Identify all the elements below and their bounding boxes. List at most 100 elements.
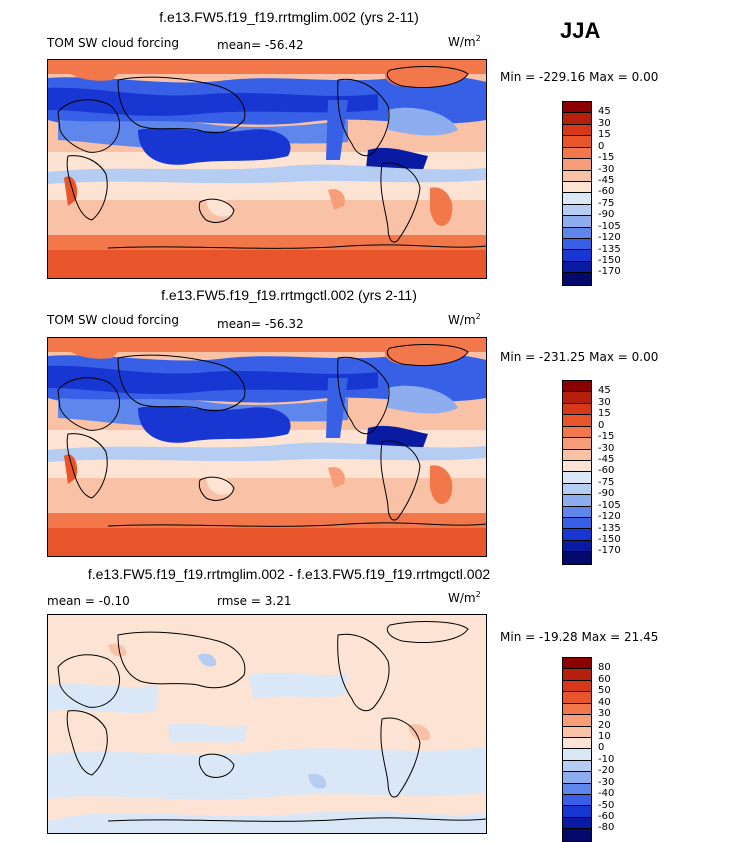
panel2-map-svg (48, 338, 486, 556)
panel3-rmse-value: 3.21 (264, 594, 292, 608)
colorbar-box (563, 403, 591, 416)
panel2-units: W/m2 (448, 312, 481, 327)
colorbar-box (563, 392, 591, 404)
colorbar-box (563, 124, 591, 137)
colorbar-level-label: -20 (598, 765, 615, 777)
panel3-units-text: W/m (448, 591, 476, 605)
colorbar-level-label: -105 (598, 499, 621, 511)
colorbar-box (563, 760, 591, 773)
panel2-units-text: W/m (448, 313, 476, 327)
colorbar-box (563, 102, 591, 114)
colorbar-level-label: -30 (598, 442, 615, 454)
colorbar-level-label: 15 (598, 129, 611, 141)
colorbar-box (563, 449, 591, 461)
panel2-title: f.e13.FW5.f19_f19.rrtmgctl.002 (yrs 2-11… (161, 287, 417, 303)
panel3-mean-value: -0.10 (98, 594, 130, 608)
colorbar-box (563, 749, 591, 761)
panel1-units-text: W/m (448, 35, 476, 49)
panel3-map (47, 614, 487, 834)
colorbar-level-label: -170 (598, 545, 621, 557)
panel3-max-value: 21.45 (624, 630, 659, 644)
panel3-title: f.e13.FW5.f19_f19.rrtmglim.002 - f.e13.F… (87, 566, 491, 582)
colorbar-level-label: 45 (598, 106, 611, 118)
colorbar-box (563, 703, 591, 716)
colorbar-box (563, 552, 591, 564)
colorbar-box (563, 806, 591, 818)
colorbar-box (563, 426, 591, 439)
panel1-map-svg (48, 60, 486, 278)
colorbar-level-label: -90 (598, 488, 615, 500)
colorbar-level-label: -15 (598, 152, 615, 164)
panel1-title: f.e13.FW5.f19_f19.rrtmglim.002 (yrs 2-11… (159, 9, 419, 25)
colorbar-box (563, 147, 591, 160)
colorbar-level-label: -75 (598, 476, 615, 488)
colorbar-level-label: -135 (598, 243, 621, 255)
colorbar-box (563, 273, 591, 285)
colorbar-level-label: -75 (598, 197, 615, 209)
colorbar-box (563, 483, 591, 496)
panel1-field: TOM SW cloud forcing (47, 36, 179, 50)
panel2-units-exp: 2 (475, 312, 481, 321)
panel1-minmax: Min = -229.16 Max = 0.00 (500, 70, 658, 84)
colorbar-box (563, 829, 591, 841)
panel1-min-value: -229.16 (539, 70, 586, 84)
panel2-max-value: 0.00 (631, 350, 659, 364)
colorbar-box (563, 795, 591, 807)
colorbar-box (563, 669, 591, 681)
colorbar-box (563, 227, 591, 240)
colorbar-box (563, 216, 591, 228)
panel3-mean: mean = -0.10 (47, 594, 130, 608)
colorbar-box (563, 540, 591, 553)
colorbar-level-label: -60 (598, 186, 615, 198)
colorbar-box (563, 181, 591, 194)
colorbar-box (563, 250, 591, 262)
panel1-colorbar (562, 101, 592, 286)
colorbar-box (563, 438, 591, 450)
colorbar-level-label: 30 (598, 396, 611, 408)
colorbar-level-label: -60 (598, 465, 615, 477)
colorbar-box (563, 518, 591, 530)
colorbar-level-label: -30 (598, 776, 615, 788)
colorbar-box (563, 715, 591, 727)
panel2-colorbar (562, 380, 592, 565)
colorbar-box (563, 495, 591, 507)
colorbar-level-label: -170 (598, 266, 621, 278)
colorbar-level-label: -150 (598, 534, 621, 546)
colorbar-level-label: 10 (598, 731, 611, 742)
panel3-colorbar (562, 657, 592, 842)
colorbar-level-label: 0 (598, 742, 605, 754)
panel1-min-label: Min = (500, 70, 536, 84)
colorbar-level-label: -150 (598, 255, 621, 267)
panel2-map (47, 337, 487, 557)
colorbar-level-label: 45 (598, 385, 611, 397)
panel3-min-value: -19.28 (539, 630, 578, 644)
colorbar-box (563, 415, 591, 427)
panel3-mean-label: mean = (47, 594, 95, 608)
panel2-mean-label: mean= (217, 317, 262, 331)
panel3-minmax: Min = -19.28 Max = 21.45 (500, 630, 658, 644)
colorbar-level-label: -120 (598, 232, 621, 244)
panel3-units: W/m2 (448, 590, 481, 605)
colorbar-level-label: -80 (598, 822, 615, 834)
colorbar-level-label: -50 (598, 799, 615, 811)
panel1-map (47, 59, 487, 279)
panel3-rmse-label: rmse = (217, 594, 261, 608)
panel3-min-label: Min = (500, 630, 536, 644)
colorbar-box (563, 261, 591, 274)
colorbar-box (563, 658, 591, 670)
colorbar-level-label: 20 (598, 719, 611, 731)
colorbar-level-label: -10 (598, 753, 615, 765)
colorbar-box (563, 239, 591, 251)
colorbar-level-label: -90 (598, 209, 615, 221)
colorbar-level-label: 60 (598, 673, 611, 685)
colorbar-box (563, 170, 591, 182)
colorbar-level-label: -30 (598, 163, 615, 175)
colorbar-level-label: -40 (598, 788, 615, 800)
panel2-mean-value: -56.32 (264, 317, 304, 331)
colorbar-box (563, 783, 591, 796)
colorbar-level-label: 0 (598, 419, 605, 431)
panel3-rmse: rmse = 3.21 (217, 594, 291, 608)
colorbar-level-label: -15 (598, 431, 615, 443)
colorbar-level-label: -60 (598, 811, 615, 823)
colorbar-level-label: -105 (598, 220, 621, 232)
